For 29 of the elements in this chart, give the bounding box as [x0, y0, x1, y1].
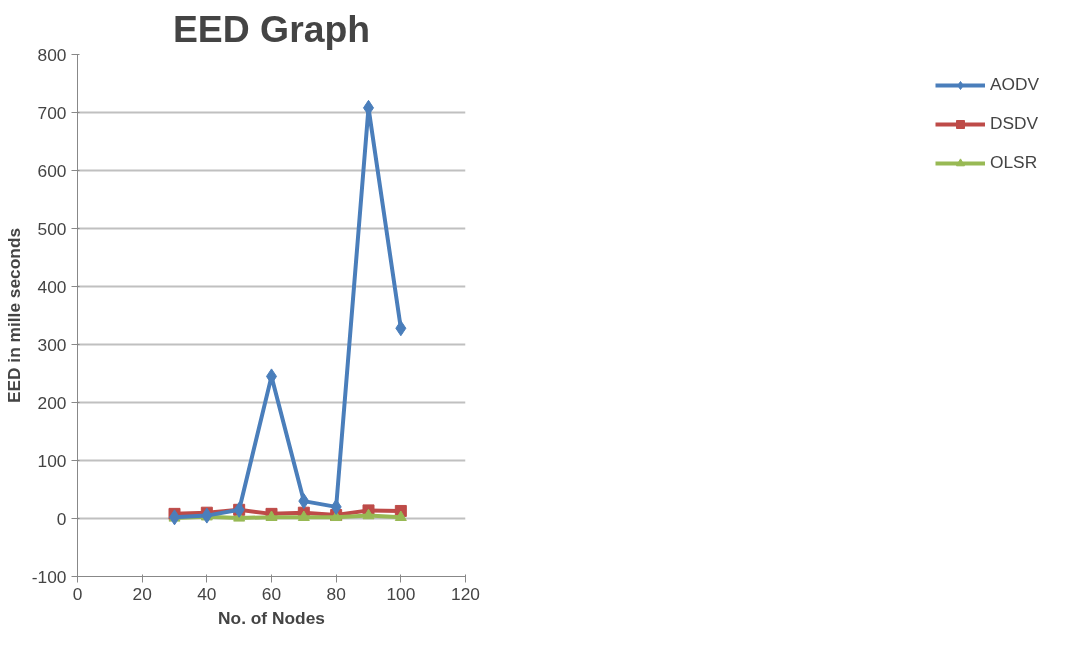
point: [298, 493, 310, 510]
legend-label: OLSR: [990, 152, 1039, 173]
y-tick-label: 800: [37, 44, 67, 65]
y-tick-label: 600: [37, 160, 67, 181]
point: [330, 498, 342, 515]
chart-title: EED Graph: [172, 7, 371, 50]
y-axis-title: EED in mille seconds: [3, 227, 24, 404]
legend-label: DSDV: [990, 113, 1040, 134]
point: [297, 510, 310, 522]
y-tick-label: 400: [37, 276, 67, 297]
y-tick-label: 300: [37, 334, 67, 355]
y-tick-label: 0: [56, 508, 67, 529]
point: [395, 320, 407, 337]
x-tick-label: 40: [197, 583, 217, 604]
x-tick-label: 120: [451, 583, 480, 604]
x-axis-title: No. of Nodes: [218, 607, 325, 628]
x-tick-label: 0: [72, 583, 83, 604]
y-tick-label: -100: [31, 566, 67, 587]
y-tick-label: 700: [37, 102, 67, 123]
legend-label: AODV: [990, 74, 1040, 95]
x-tick-label: 20: [132, 583, 152, 604]
point: [362, 508, 375, 520]
point: [394, 510, 407, 522]
y-tick-label: 500: [37, 218, 67, 239]
x-tick-label: 60: [261, 583, 282, 604]
y-tick-label: 100: [37, 450, 67, 471]
x-tick-label: 80: [326, 583, 346, 604]
x-tick-label: 100: [386, 583, 416, 604]
y-tick-label: 200: [37, 392, 67, 413]
